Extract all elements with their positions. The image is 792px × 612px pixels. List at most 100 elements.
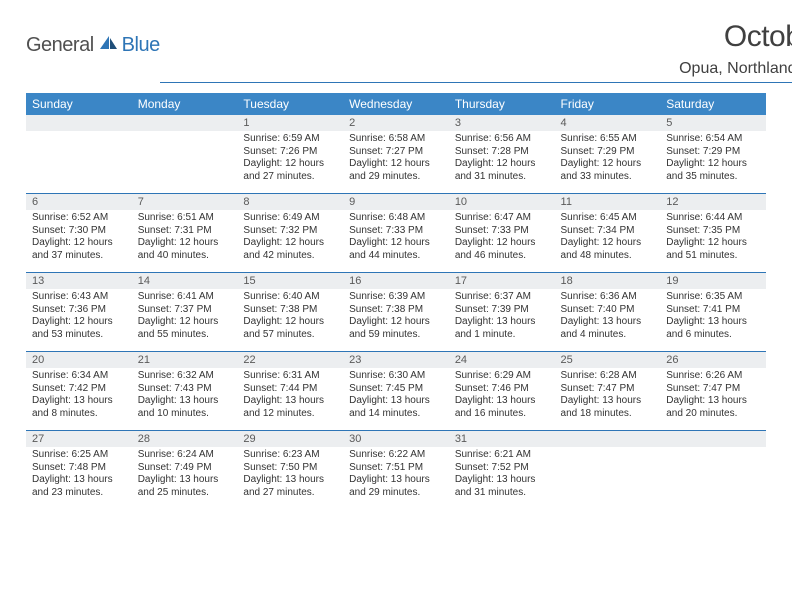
sunset-text: Sunset: 7:50 PM (243, 462, 337, 475)
sunrise-text: Sunrise: 6:32 AM (138, 370, 232, 383)
day-body: Sunrise: 6:58 AMSunset: 7:27 PMDaylight:… (343, 131, 449, 193)
calendar-day-cell: 13Sunrise: 6:43 AMSunset: 7:36 PMDayligh… (26, 273, 132, 352)
sunset-text: Sunset: 7:51 PM (349, 462, 443, 475)
day-number: 26 (660, 352, 766, 368)
daylight-text: Daylight: 13 hours and 27 minutes. (243, 474, 337, 499)
sunset-text: Sunset: 7:48 PM (32, 462, 126, 475)
sunset-text: Sunset: 7:49 PM (138, 462, 232, 475)
sunset-text: Sunset: 7:45 PM (349, 383, 443, 396)
weekday-header: Monday (132, 93, 238, 115)
day-number: 6 (26, 194, 132, 210)
sunset-text: Sunset: 7:28 PM (455, 146, 549, 159)
day-body: Sunrise: 6:59 AMSunset: 7:26 PMDaylight:… (237, 131, 343, 193)
calendar-day-cell: 19Sunrise: 6:35 AMSunset: 7:41 PMDayligh… (660, 273, 766, 352)
day-body: Sunrise: 6:55 AMSunset: 7:29 PMDaylight:… (555, 131, 661, 193)
day-body: Sunrise: 6:28 AMSunset: 7:47 PMDaylight:… (555, 368, 661, 430)
sunrise-text: Sunrise: 6:22 AM (349, 449, 443, 462)
calendar-day-cell: 3 Sunrise: 6:56 AMSunset: 7:28 PMDaylight… (449, 115, 555, 194)
sunrise-text: Sunrise: 6:41 AM (138, 291, 232, 304)
calendar-day-cell: 2Sunrise: 6:58 AMSunset: 7:27 PMDaylight… (343, 115, 449, 194)
calendar-day-cell: 15Sunrise: 6:40 AMSunset: 7:38 PMDayligh… (237, 273, 343, 352)
sunrise-text: Sunrise: 6:59 AM (243, 133, 337, 146)
daylight-text: Daylight: 12 hours and 57 minutes. (243, 316, 337, 341)
day-body: Sunrise: 6:49 AMSunset: 7:32 PMDaylight:… (237, 210, 343, 272)
daylight-text: Daylight: 13 hours and 1 minute. (455, 316, 549, 341)
sunrise-text: Sunrise: 6:55 AM (561, 133, 655, 146)
calendar-day-cell: 7Sunrise: 6:51 AMSunset: 7:31 PMDaylight… (132, 194, 238, 273)
day-body: Sunrise: 6:30 AMSunset: 7:45 PMDaylight:… (343, 368, 449, 430)
logo-text-blue: Blue (122, 34, 160, 57)
daylight-text: Daylight: 12 hours and 44 minutes. (349, 237, 443, 262)
day-body: Sunrise: 6:40 AMSunset: 7:38 PMDaylight:… (237, 289, 343, 351)
sunset-text: Sunset: 7:43 PM (138, 383, 232, 396)
day-body: Sunrise: 6:25 AMSunset: 7:48 PMDaylight:… (26, 447, 132, 509)
daylight-text: Daylight: 13 hours and 8 minutes. (32, 395, 126, 420)
daylight-text: Daylight: 13 hours and 10 minutes. (138, 395, 232, 420)
day-number: 31 (449, 431, 555, 447)
title-block: October 2024 Opua, Northland, New Zealan… (160, 20, 792, 83)
daylight-text: Daylight: 13 hours and 12 minutes. (243, 395, 337, 420)
day-body-empty (132, 131, 238, 193)
day-number: 8 (237, 194, 343, 210)
day-body: Sunrise: 6:48 AMSunset: 7:33 PMDaylight:… (343, 210, 449, 272)
day-number: 3 (449, 115, 555, 131)
day-body: Sunrise: 6:29 AMSunset: 7:46 PMDaylight:… (449, 368, 555, 430)
daylight-text: Daylight: 12 hours and 40 minutes. (138, 237, 232, 262)
day-number: 28 (132, 431, 238, 447)
day-number: 2 (343, 115, 449, 131)
weekday-header: Tuesday (237, 93, 343, 115)
calendar-day-cell: 22Sunrise: 6:31 AMSunset: 7:44 PMDayligh… (237, 352, 343, 431)
day-number: 20 (26, 352, 132, 368)
calendar-day-cell: 11Sunrise: 6:45 AMSunset: 7:34 PMDayligh… (555, 194, 661, 273)
sunrise-text: Sunrise: 6:31 AM (243, 370, 337, 383)
calendar-day-cell: 6Sunrise: 6:52 AMSunset: 7:30 PMDaylight… (26, 194, 132, 273)
sunset-text: Sunset: 7:34 PM (561, 225, 655, 238)
calendar-day-cell: 9Sunrise: 6:48 AMSunset: 7:33 PMDaylight… (343, 194, 449, 273)
calendar-day-cell (26, 115, 132, 194)
day-number: 29 (237, 431, 343, 447)
calendar-day-cell: 26Sunrise: 6:26 AMSunset: 7:47 PMDayligh… (660, 352, 766, 431)
day-number: 14 (132, 273, 238, 289)
sunset-text: Sunset: 7:42 PM (32, 383, 126, 396)
sunset-text: Sunset: 7:47 PM (561, 383, 655, 396)
calendar-day-cell: 1Sunrise: 6:59 AMSunset: 7:26 PMDaylight… (237, 115, 343, 194)
day-body: Sunrise: 6:36 AMSunset: 7:40 PMDaylight:… (555, 289, 661, 351)
sunrise-text: Sunrise: 6:58 AM (349, 133, 443, 146)
calendar-week-row: 1Sunrise: 6:59 AMSunset: 7:26 PMDaylight… (26, 115, 766, 194)
day-body-empty (660, 447, 766, 509)
daylight-text: Daylight: 12 hours and 46 minutes. (455, 237, 549, 262)
calendar-day-cell: 14Sunrise: 6:41 AMSunset: 7:37 PMDayligh… (132, 273, 238, 352)
day-body: Sunrise: 6:34 AMSunset: 7:42 PMDaylight:… (26, 368, 132, 430)
calendar-week-row: 6Sunrise: 6:52 AMSunset: 7:30 PMDaylight… (26, 194, 766, 273)
sunrise-text: Sunrise: 6:56 AM (455, 133, 549, 146)
calendar-day-cell: 29Sunrise: 6:23 AMSunset: 7:50 PMDayligh… (237, 431, 343, 510)
daylight-text: Daylight: 12 hours and 42 minutes. (243, 237, 337, 262)
day-body: Sunrise: 6:31 AMSunset: 7:44 PMDaylight:… (237, 368, 343, 430)
day-body-empty (26, 131, 132, 193)
calendar-day-cell: 20Sunrise: 6:34 AMSunset: 7:42 PMDayligh… (26, 352, 132, 431)
day-number: 12 (660, 194, 766, 210)
logo-sail-icon (98, 34, 120, 57)
calendar-day-cell: 10Sunrise: 6:47 AMSunset: 7:33 PMDayligh… (449, 194, 555, 273)
sunset-text: Sunset: 7:30 PM (32, 225, 126, 238)
day-body: Sunrise: 6:26 AMSunset: 7:47 PMDaylight:… (660, 368, 766, 430)
sunrise-text: Sunrise: 6:40 AM (243, 291, 337, 304)
day-body: Sunrise: 6:22 AMSunset: 7:51 PMDaylight:… (343, 447, 449, 509)
sunset-text: Sunset: 7:52 PM (455, 462, 549, 475)
sunrise-text: Sunrise: 6:49 AM (243, 212, 337, 225)
sunrise-text: Sunrise: 6:29 AM (455, 370, 549, 383)
sunrise-text: Sunrise: 6:35 AM (666, 291, 760, 304)
day-number-empty (660, 431, 766, 447)
daylight-text: Daylight: 12 hours and 35 minutes. (666, 158, 760, 183)
day-number: 11 (555, 194, 661, 210)
daylight-text: Daylight: 12 hours and 31 minutes. (455, 158, 549, 183)
day-body: Sunrise: 6:24 AMSunset: 7:49 PMDaylight:… (132, 447, 238, 509)
day-body: Sunrise: 6:39 AMSunset: 7:38 PMDaylight:… (343, 289, 449, 351)
day-body: Sunrise: 6:45 AMSunset: 7:34 PMDaylight:… (555, 210, 661, 272)
calendar-day-cell (660, 431, 766, 510)
daylight-text: Daylight: 13 hours and 20 minutes. (666, 395, 760, 420)
day-body-empty (555, 447, 661, 509)
day-number: 1 (237, 115, 343, 131)
calendar-day-cell: 21Sunrise: 6:32 AMSunset: 7:43 PMDayligh… (132, 352, 238, 431)
weekday-header: Thursday (449, 93, 555, 115)
